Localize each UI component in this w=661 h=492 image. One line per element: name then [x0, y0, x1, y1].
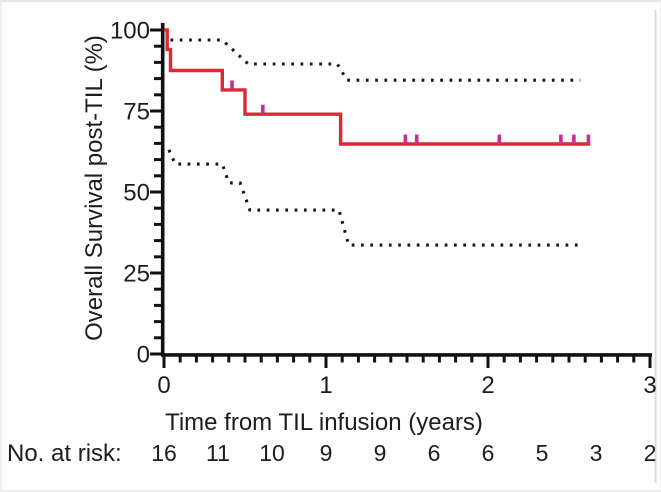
y-axis-title: Overall Survival post-TIL (%)	[81, 35, 108, 341]
at-risk-count: 10	[259, 440, 285, 466]
y-tick-label: 75	[123, 99, 150, 126]
x-tick-label: 2	[481, 372, 494, 399]
censor-tick	[230, 80, 234, 90]
x-tick-label: 3	[643, 372, 656, 399]
at-risk-count: 16	[151, 440, 177, 466]
y-tick-label: 100	[110, 18, 150, 45]
at-risk-count: 9	[320, 440, 333, 466]
at-risk-count: 2	[644, 440, 657, 466]
censor-tick	[497, 134, 502, 145]
at-risk-count: 3	[590, 440, 603, 466]
censor-tick	[261, 104, 265, 115]
x-tick-label: 0	[157, 372, 170, 399]
x-axis-title: Time from TIL infusion (years)	[165, 409, 483, 436]
at-risk-label: No. at risk:	[7, 440, 122, 467]
censor-tick	[559, 134, 563, 145]
censor-tick	[414, 134, 419, 145]
y-tick-label: 25	[123, 261, 150, 288]
at-risk-count: 9	[374, 440, 387, 466]
at-risk-count: 11	[206, 440, 230, 466]
at-risk-count: 6	[482, 440, 495, 466]
x-tick-label: 1	[319, 372, 332, 399]
censor-tick	[403, 134, 408, 145]
at-risk-count: 6	[428, 440, 441, 466]
censor-tick	[572, 134, 576, 145]
at-risk-count: 5	[536, 440, 549, 466]
y-tick-label: 50	[123, 180, 150, 207]
y-tick-label: 0	[137, 342, 150, 369]
censor-tick	[586, 134, 591, 145]
ci-upper-line	[170, 38, 581, 82]
km-survival-curve	[164, 28, 591, 146]
ci-lower-line	[167, 149, 581, 247]
